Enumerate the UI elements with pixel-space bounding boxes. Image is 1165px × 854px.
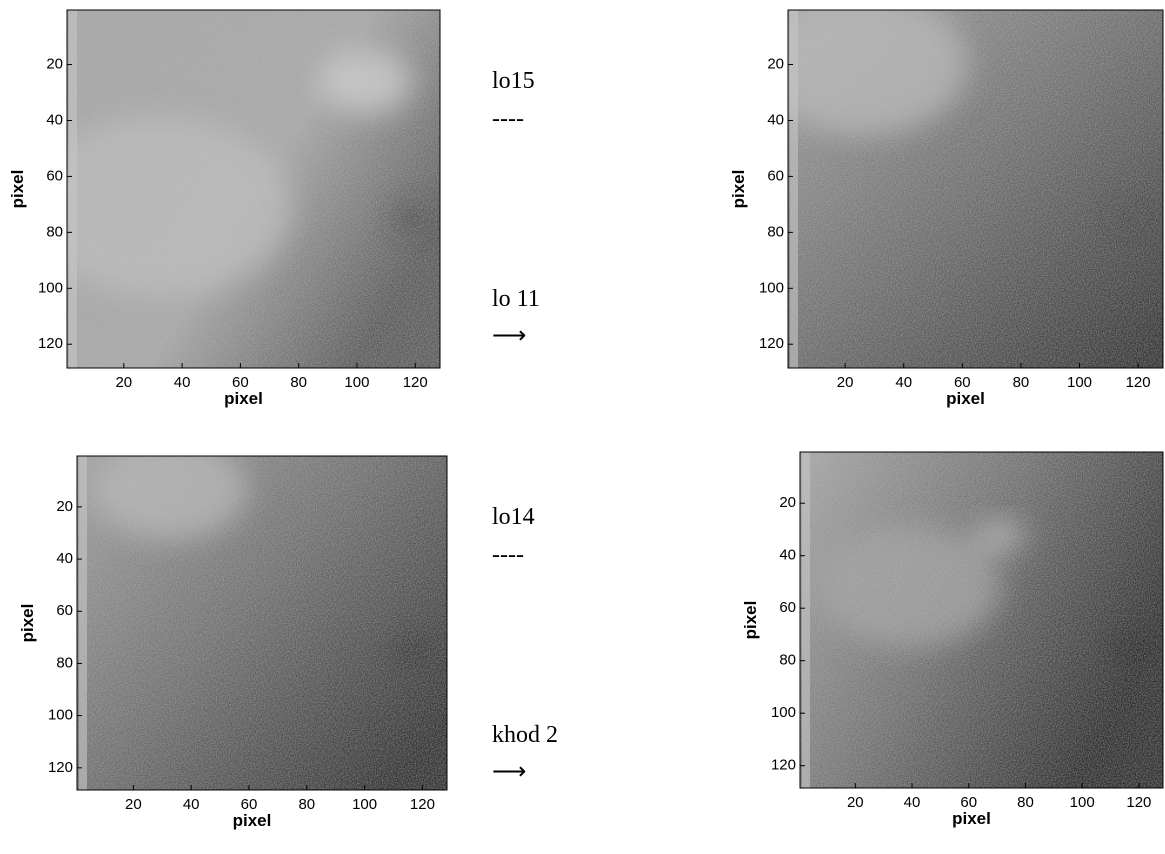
annotation: lo 11 (492, 286, 540, 312)
y-tick-label: 80 (56, 654, 73, 671)
image-panel: 20 40 60 80 100 120 20 40 60 80 100 120 pixel pixel (741, 451, 1164, 828)
y-tick-label: 40 (56, 550, 73, 567)
x-tick-label: 20 (115, 374, 132, 391)
x-tick-label: 40 (174, 374, 191, 391)
x-tick-label: 20 (837, 374, 854, 391)
image-panel: 20 40 60 80 100 120 20 40 60 80 100 120 pixel pixel (729, 9, 1164, 408)
image-noise (788, 10, 1163, 368)
axes-frame (66, 9, 441, 369)
x-tick-label: 80 (298, 796, 315, 813)
x-tick-label: 20 (847, 794, 864, 811)
x-tick-label: 120 (1126, 794, 1151, 811)
x-tick-label: 120 (1126, 374, 1151, 391)
x-axis-label: pixel (952, 809, 991, 828)
x-axis-label: pixel (233, 811, 272, 830)
x-tick-label: 120 (403, 374, 428, 391)
image-panel: 20 40 60 80 100 120 20 40 60 80 100 120 pixel pixel (8, 9, 441, 408)
y-tick-label: 20 (56, 498, 73, 515)
y-tick-label: 60 (46, 167, 63, 184)
y-tick-label: 60 (56, 602, 73, 619)
y-axis-label: pixel (8, 170, 27, 209)
y-axis-label: pixel (729, 170, 748, 209)
axes-frame (76, 455, 448, 791)
x-tick-label: 60 (954, 374, 971, 391)
y-tick-label: 40 (779, 547, 796, 564)
y-axis-label: pixel (741, 601, 760, 640)
x-tick-label: 40 (895, 374, 912, 391)
y-tick-label: 60 (779, 599, 796, 616)
x-tick-label: 80 (1017, 794, 1034, 811)
x-tick-label: 60 (241, 796, 258, 813)
axes-frame (787, 9, 1164, 369)
x-tick-label: 40 (904, 794, 921, 811)
image-noise (77, 456, 447, 790)
y-tick-label: 100 (759, 279, 784, 296)
y-tick-label: 80 (779, 652, 796, 669)
annotation: ⟶ (492, 323, 526, 349)
y-axis-label: pixel (18, 604, 37, 643)
annotation: lo14 (492, 504, 535, 530)
x-tick-label: 120 (410, 796, 435, 813)
y-tick-label: 20 (46, 56, 63, 73)
x-tick-label: 60 (232, 374, 249, 391)
x-tick-label: 40 (183, 796, 200, 813)
x-tick-label: 20 (125, 796, 142, 813)
annotation: lo15 (492, 68, 535, 94)
image-noise (67, 10, 440, 368)
annotation: ---- (492, 106, 524, 132)
y-tick-label: 20 (779, 494, 796, 511)
image-panel: 20 40 60 80 100 120 20 40 60 80 100 120 pixel pixel (18, 455, 448, 830)
y-tick-label: 100 (771, 704, 796, 721)
annotations: lo15 ---- lo 11 ⟶ lo14 ---- khod 2 ⟶ (492, 68, 558, 785)
y-tick-label: 40 (46, 111, 63, 128)
x-tick-label: 100 (344, 374, 369, 391)
image-noise (800, 452, 1163, 788)
x-tick-label: 100 (352, 796, 377, 813)
y-tick-label: 20 (767, 56, 784, 73)
x-tick-label: 60 (960, 794, 977, 811)
x-axis-label: pixel (224, 389, 263, 408)
image (77, 456, 447, 790)
x-tick-label: 80 (290, 374, 307, 391)
x-tick-label: 100 (1070, 794, 1095, 811)
annotation: ---- (492, 542, 524, 568)
image (800, 452, 1163, 788)
annotation: khod 2 (492, 722, 558, 748)
x-tick-label: 100 (1067, 374, 1092, 391)
y-tick-label: 100 (48, 707, 73, 724)
image (788, 10, 1163, 368)
x-tick-label: 80 (1013, 374, 1030, 391)
annotation: ⟶ (492, 759, 526, 785)
y-tick-label: 40 (767, 111, 784, 128)
y-tick-label: 120 (759, 335, 784, 352)
y-tick-label: 60 (767, 167, 784, 184)
y-tick-label: 120 (771, 757, 796, 774)
y-tick-label: 100 (38, 279, 63, 296)
y-tick-label: 120 (48, 759, 73, 776)
x-axis-label: pixel (946, 389, 985, 408)
image (67, 10, 440, 368)
y-tick-label: 120 (38, 335, 63, 352)
y-tick-label: 80 (767, 223, 784, 240)
y-tick-label: 80 (46, 223, 63, 240)
axes-frame (799, 451, 1164, 789)
